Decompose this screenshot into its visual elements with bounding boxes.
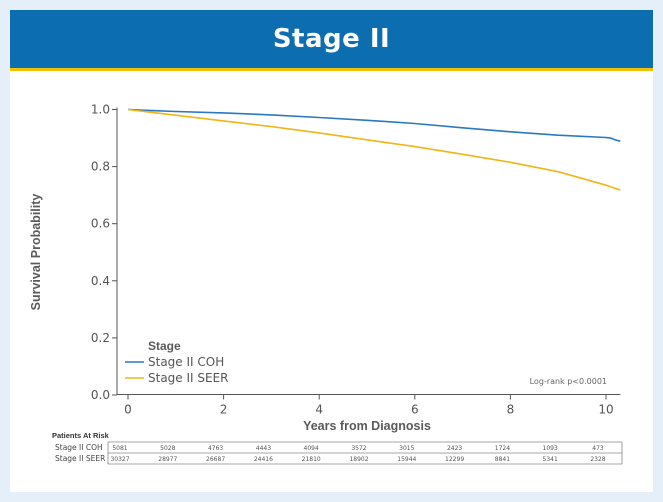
risk-value: 24416 bbox=[254, 456, 273, 463]
risk-value: 3015 bbox=[399, 445, 414, 452]
legend-entry: Stage II SEER bbox=[148, 371, 229, 385]
y-axis-label: Survival Probability bbox=[29, 194, 43, 311]
legend: Stage Stage II COH Stage II SEER bbox=[125, 339, 229, 385]
y-tick-label: 0.2 bbox=[91, 331, 110, 345]
risk-value: 8841 bbox=[495, 456, 510, 463]
risk-value: 1724 bbox=[495, 445, 510, 452]
risk-value: 5028 bbox=[160, 445, 175, 452]
series-line bbox=[127, 108, 621, 191]
risk-table: Patients At Risk Stage II COH 5081 5028 476… bbox=[52, 431, 623, 465]
risk-value: 4094 bbox=[304, 445, 319, 452]
legend-entry: Stage II COH bbox=[148, 355, 224, 369]
series-line bbox=[127, 108, 621, 142]
y-tick-label: 0.0 bbox=[91, 388, 110, 402]
y-tick-label: 1.0 bbox=[91, 103, 110, 117]
risk-value: 12299 bbox=[445, 456, 464, 463]
y-tick-label: 0.6 bbox=[91, 217, 110, 231]
risk-value: 4763 bbox=[208, 445, 223, 452]
x-tick-label: 0 bbox=[124, 403, 132, 417]
x-tick-label: 2 bbox=[220, 403, 228, 417]
chart-title: Stage II bbox=[272, 24, 391, 54]
x-axis-label: Years from Diagnosis bbox=[303, 419, 431, 433]
x-tick-label: 4 bbox=[315, 403, 323, 417]
logrank-annotation: Log-rank p<0.0001 bbox=[530, 377, 607, 386]
risk-row-label: Stage II SEER bbox=[55, 454, 105, 463]
x-tick-label: 8 bbox=[507, 403, 515, 417]
risk-value: 5081 bbox=[112, 445, 127, 452]
risk-value: 4443 bbox=[256, 445, 271, 452]
risk-value: 18902 bbox=[349, 456, 368, 463]
risk-value: 1093 bbox=[543, 445, 558, 452]
y-tick-label: 0.4 bbox=[91, 274, 110, 288]
risk-value: 28977 bbox=[158, 456, 177, 463]
axes: 0.0 0.2 0.4 0.6 0.8 1.0 0 2 4 6 8 10 bbox=[91, 103, 621, 417]
y-tick-label: 0.8 bbox=[91, 160, 110, 174]
survival-curves bbox=[127, 108, 621, 191]
risk-value: 5341 bbox=[543, 456, 558, 463]
risk-row-label: Stage II COH bbox=[55, 443, 103, 452]
risk-value: 2328 bbox=[590, 456, 605, 463]
legend-title: Stage bbox=[148, 339, 181, 353]
risk-value: 21810 bbox=[302, 456, 321, 463]
risk-value: 15944 bbox=[397, 456, 416, 463]
chart-header: Stage II bbox=[10, 10, 653, 71]
x-tick-label: 10 bbox=[598, 403, 613, 417]
risk-value: 26687 bbox=[206, 456, 225, 463]
risk-table-title: Patients At Risk bbox=[52, 431, 110, 440]
risk-value: 2423 bbox=[447, 445, 462, 452]
risk-value: 473 bbox=[592, 445, 604, 452]
risk-value: 30327 bbox=[110, 456, 129, 463]
risk-value: 3572 bbox=[351, 445, 366, 452]
x-tick-label: 6 bbox=[411, 403, 419, 417]
